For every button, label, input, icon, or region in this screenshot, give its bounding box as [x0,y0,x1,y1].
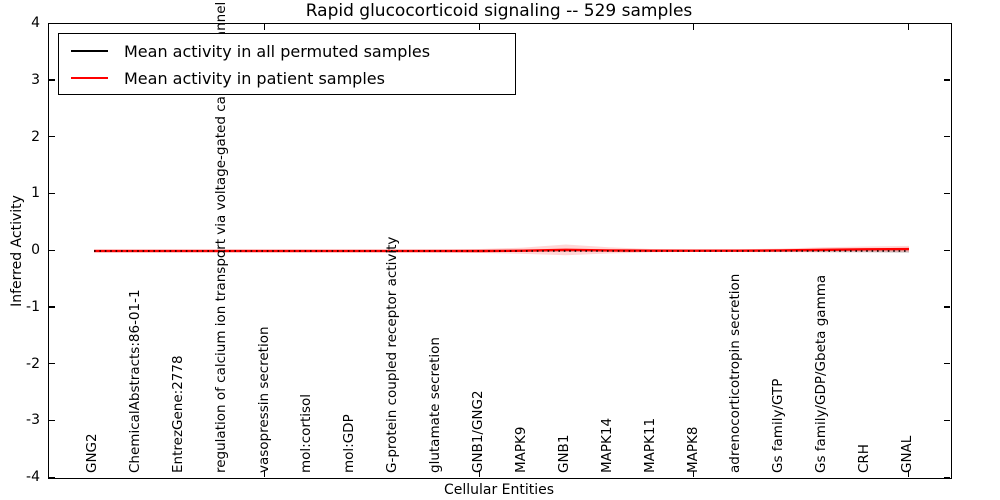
y-tick-right [944,192,950,195]
category-label: vasopressin secretion [255,326,272,473]
x-tick-top [264,24,266,30]
legend-line-sample-black [71,50,108,52]
y-tick [49,22,55,24]
y-tick [49,476,55,478]
y-tick-right [944,249,950,251]
category-label: GNG2 [84,433,100,473]
x-tick-top [693,24,695,30]
legend-label: Mean activity in patient samples [124,68,385,88]
category-label: glutamate secretion [427,337,444,473]
y-tick [49,79,55,81]
y-tick [49,363,55,365]
x-axis-label: Cellular Entities [443,482,555,498]
category-label: adrenocorticotropin secretion [727,273,744,473]
y-tick-label: -3 [26,412,40,429]
y-tick [49,306,55,308]
y-tick-label: -4 [26,469,40,485]
category-label: G-protein coupled receptor activity [384,236,401,473]
y-tick-label: -2 [26,355,40,372]
category-label: MAPK11 [641,417,658,473]
x-tick-bottom [693,471,695,477]
y-tick-right [944,136,950,138]
category-label: mol:GDP [341,414,358,473]
y-tick-right [944,363,950,365]
category-label: EntrezGene:2778 [169,355,186,473]
y-tick-right [944,419,950,422]
y-tick-right [944,22,950,24]
x-tick-bottom [478,471,480,477]
y-tick-label: 2 [31,128,40,145]
y-tick-label: 0 [31,242,40,258]
y-tick-label: -1 [26,298,40,315]
y-tick-right [944,476,950,478]
category-label: GNB1 [555,434,572,473]
legend-line-sample-red [71,77,108,79]
category-label: ChemicalAbstracts:86-01-1 [126,289,143,473]
y-tick [49,136,55,138]
legend: Mean activity in all permuted samples Me… [58,33,516,95]
category-label: CRH [856,444,873,473]
y-tick-right [944,79,950,81]
legend-label: Mean activity in all permuted samples [124,41,431,61]
category-label: MAPK9 [512,426,529,473]
plot-area [48,23,952,479]
y-tick [49,419,55,422]
category-label: GNAL [899,435,915,473]
y-tick [49,249,55,251]
chart-title: Rapid glucocorticoid signaling -- 529 sa… [305,1,693,21]
y-tick-label: 4 [31,15,40,31]
legend-entry-patient: Mean activity in patient samples [59,67,385,89]
category-label: MAPK8 [684,426,701,473]
category-label: mol:cortisol [298,393,315,473]
legend-entry-permuted: Mean activity in all permuted samples [59,40,430,62]
y-tick-right [944,306,950,308]
x-tick-top [478,24,480,30]
x-tick-bottom [264,471,266,477]
x-tick-top [907,24,909,30]
y-tick-label: 3 [31,71,40,88]
category-label: Gs family/GTP [770,378,787,473]
y-tick [49,192,55,195]
category-label: Gs family/GDP/Gbeta gamma [813,274,830,473]
series-plot [94,244,910,256]
y-tick-label: 1 [31,185,40,202]
category-label: GNB1/GNG2 [470,390,487,473]
category-label: MAPK14 [598,417,615,473]
x-tick-bottom [907,471,909,477]
